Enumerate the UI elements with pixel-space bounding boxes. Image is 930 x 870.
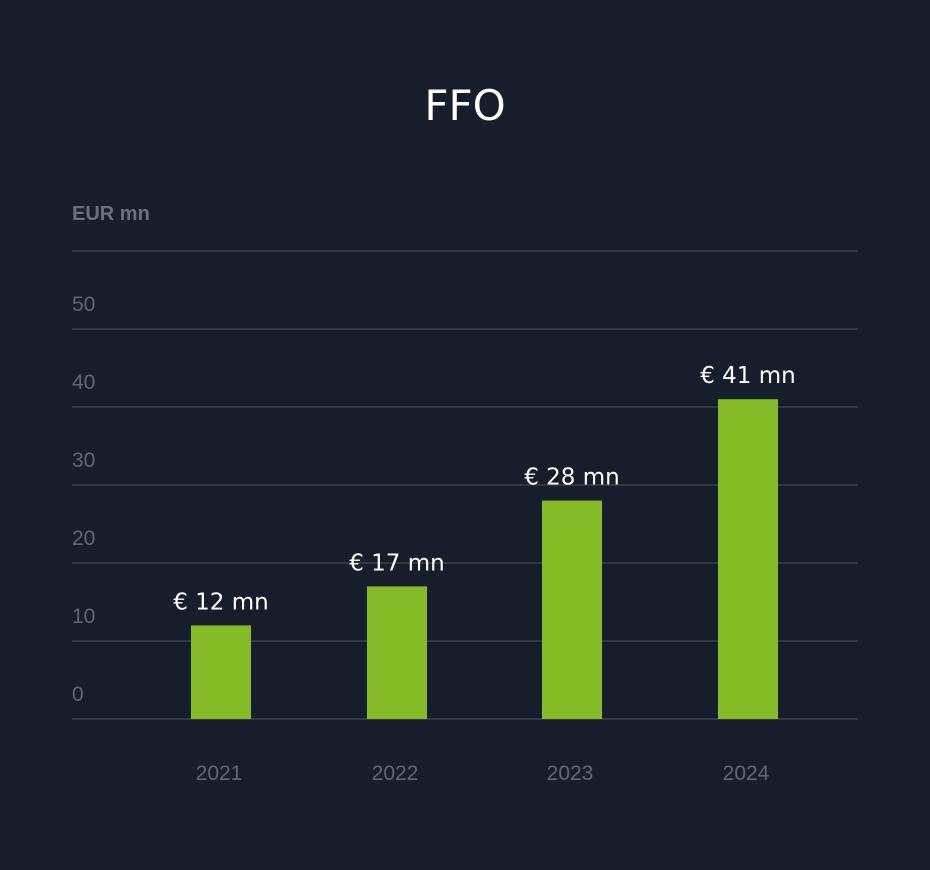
x-category-label: 2024: [723, 762, 770, 785]
bar-value-label: € 17 mn: [349, 550, 445, 576]
bar: [718, 399, 778, 719]
y-tick-label: 30: [72, 449, 95, 472]
y-tick-label: 40: [72, 371, 95, 394]
bar-value-label: € 41 mn: [700, 363, 796, 389]
bar: [542, 500, 602, 719]
chart-title: FFO: [424, 81, 506, 130]
x-category-label: 2021: [196, 762, 243, 785]
x-category-label: 2022: [372, 762, 419, 785]
bar-value-label: € 12 mn: [173, 589, 269, 615]
bar: [367, 586, 427, 719]
y-tick-label: 50: [72, 293, 95, 316]
y-tick-label: 10: [72, 605, 95, 628]
y-tick-label: 0: [72, 683, 84, 706]
x-category-label: 2023: [547, 762, 594, 785]
bar-value-label: € 28 mn: [524, 465, 620, 491]
y-tick-label: 20: [72, 527, 95, 550]
y-axis-unit-label: EUR mn: [72, 203, 150, 225]
bar: [191, 625, 251, 719]
